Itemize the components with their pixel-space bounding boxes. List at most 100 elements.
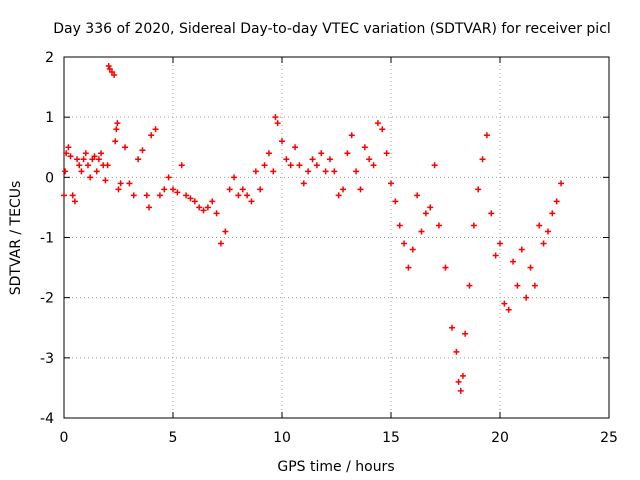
x-tick-label: 25: [600, 430, 618, 446]
grid: [64, 57, 609, 418]
data-point: [427, 204, 434, 211]
data-point: [357, 186, 364, 193]
data-point: [63, 150, 70, 157]
data-point: [80, 156, 87, 163]
data-point: [449, 324, 456, 331]
data-point: [274, 120, 281, 127]
data-point: [156, 192, 163, 199]
data-point: [257, 186, 264, 193]
data-point: [388, 180, 394, 187]
data-point: [95, 156, 102, 163]
data-point: [252, 168, 259, 175]
data-point: [196, 204, 203, 211]
y-tick-label: 1: [45, 110, 54, 126]
data-point: [483, 132, 490, 139]
data-point: [527, 264, 534, 271]
data-point: [87, 174, 94, 181]
data-point: [183, 192, 190, 199]
data-point: [148, 132, 155, 139]
data-point: [558, 180, 565, 187]
data-point: [549, 210, 556, 217]
data-point: [117, 180, 124, 187]
data-point: [492, 252, 499, 259]
data-point: [505, 306, 512, 313]
data-point: [78, 168, 85, 175]
data-point: [170, 186, 176, 193]
data-point: [296, 162, 303, 169]
data-point: [383, 150, 390, 157]
data-point: [130, 192, 137, 199]
x-tick-label: 20: [491, 430, 509, 446]
data-point: [191, 198, 198, 205]
data-point: [272, 114, 279, 121]
data-point: [396, 222, 403, 229]
x-tick-label: 5: [169, 430, 178, 446]
data-point: [84, 162, 91, 169]
chart-title: Day 336 of 2020, Sidereal Day-to-day VTE…: [53, 21, 611, 37]
x-tick-label: 0: [60, 430, 69, 446]
data-point: [222, 228, 229, 235]
y-tick-label: 0: [45, 170, 54, 186]
data-point: [91, 153, 98, 160]
y-tick-label: -2: [40, 291, 54, 307]
data-point: [115, 186, 122, 193]
data-point: [405, 264, 412, 271]
data-point: [318, 150, 325, 157]
data-point: [322, 168, 329, 175]
data-point: [379, 126, 386, 133]
data-point: [244, 192, 251, 199]
data-point: [309, 156, 316, 163]
data-point: [143, 192, 150, 199]
data-point: [366, 156, 373, 163]
data-point: [455, 378, 462, 385]
data-point: [305, 168, 312, 175]
data-point: [518, 246, 525, 253]
data-point: [71, 198, 78, 205]
data-point: [76, 162, 83, 169]
data-point: [261, 162, 268, 169]
data-point: [283, 156, 290, 163]
data-point: [370, 162, 377, 169]
data-point: [135, 156, 142, 163]
data-point: [65, 144, 72, 151]
data-point: [348, 132, 355, 139]
data-point: [501, 300, 508, 307]
data-point: [442, 264, 449, 271]
data-point: [418, 228, 425, 235]
data-point: [174, 189, 181, 196]
data-point: [414, 192, 421, 199]
data-point: [114, 120, 121, 127]
data-point: [165, 174, 172, 181]
data-point: [139, 147, 146, 154]
data-point: [523, 294, 530, 301]
data-point: [431, 162, 438, 169]
data-point: [93, 168, 100, 175]
data-point: [514, 282, 521, 289]
data-point: [361, 144, 368, 151]
data-point: [122, 144, 129, 151]
data-point: [497, 240, 503, 247]
data-point: [108, 69, 115, 76]
data-point: [265, 150, 272, 157]
data-point: [287, 162, 294, 169]
data-point: [344, 150, 351, 157]
x-tick-label: 15: [382, 430, 400, 446]
data-point: [470, 222, 477, 229]
x-tick-label: 10: [273, 430, 291, 446]
data-point: [152, 126, 159, 133]
data-point: [105, 63, 112, 70]
data-point: [69, 192, 76, 199]
data-point: [112, 138, 119, 145]
data-point: [353, 168, 360, 175]
y-tick-label: -3: [40, 351, 54, 367]
axis-ticks: 0 5 10 15 20 25 -4 -3 -2 -1 0 1 2: [40, 50, 618, 446]
data-point: [217, 240, 224, 247]
data-point: [313, 162, 320, 169]
data-point: [457, 387, 464, 394]
data-point: [62, 168, 69, 175]
y-tick-label: 2: [45, 50, 54, 66]
data-point: [61, 192, 67, 199]
data-point: [113, 126, 120, 133]
data-point: [187, 195, 194, 202]
